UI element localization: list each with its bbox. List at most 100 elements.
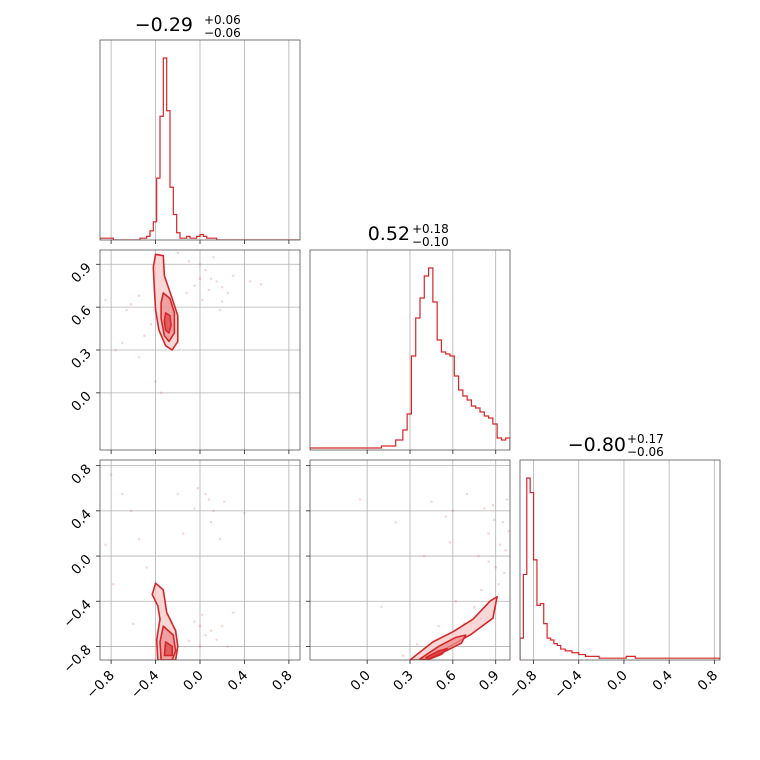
scatter-point-p1-p2-15 [198,277,202,280]
scatter-point-p1-p2-26 [137,355,141,359]
ytick-label-p3-2: 0.0 [68,552,95,579]
scatter-point-p1-p2-27 [159,391,163,395]
scatter-point-p2-p3-23 [477,554,480,558]
titles-group: −0.29 +0.06 −0.06 0.52 +0.18 −0.10 −0.80… [135,13,664,459]
ytick-label-p3-0: −0.8 [60,642,94,676]
scatter-point-p1-p3-25 [243,511,246,515]
hist-panel-p2-plot-area [310,250,510,450]
xtick-label-p3-0: −0.8 [506,668,540,702]
scatter-point-p2-p3-21 [502,571,506,575]
scatter-point-p1-p3-14 [220,624,224,628]
ytick-label-p3-1: −0.4 [60,597,94,631]
2d-panel-p1-p2: 0.0 0.3 0.6 0.9 [68,249,301,454]
scatter-point-p1-p3-0 [109,473,113,476]
title-p2-median: 0.52 [368,223,410,245]
scatter-point-p1-p2-7 [125,308,128,312]
hist-panel-p3-plot-area [520,460,720,660]
xtick-label-p2-3: 0.9 [476,668,503,695]
scatter-point-p1-p3-16 [207,498,211,501]
scatter-point-p2-p3-12 [430,500,433,504]
scatter-point-p1-p3-22 [232,611,235,614]
xtick-label-p3-2: 0.0 [604,668,631,695]
scatter-point-p1-p2-12 [220,285,224,289]
scatter-point-p2-p3-8 [472,605,476,609]
scatter-point-p1-p3-29 [176,492,180,496]
xtick-label-p1-0: −0.8 [83,668,117,702]
scatter-point-p1-p2-0 [137,294,141,298]
xtick-label-p2-2: 0.6 [433,668,460,695]
scatter-point-p1-p3-9 [204,633,207,637]
2d-panel-p1-p2-plot-area [100,250,300,450]
scatter-point-p1-p3-10 [209,629,213,632]
ytick-label-p2-2: 0.6 [68,303,95,330]
histogram-p3 [520,477,720,660]
scatter-point-p1-p2-13 [226,291,230,295]
hist-panel-p3: −0.8 −0.4 0.0 0.4 0.8 [506,459,721,702]
scatter-point-p2-p3-15 [415,642,419,646]
scatter-point-p1-p3-24 [198,645,202,648]
2d-panel-p1-p3: −0.8 −0.4 0.0 0.4 0.8 −0.8 −0.4 0.0 0.4 0.8 [60,459,301,702]
scatter-point-p1-p2-18 [187,260,191,263]
2d-panel-p1-p3-plot-area [100,460,300,660]
xtick-label-p2-0: 0.0 [347,668,374,695]
hist-frame-p3 [519,459,721,661]
scatter-point-p1-p2-10 [209,277,213,280]
scatter-point-p1-p2-1 [129,302,133,306]
title-p1-minus: −0.06 [204,26,241,40]
scatter-point-p1-p3-15 [226,645,230,648]
scatter-point-p1-p3-11 [215,638,218,641]
histogram-p2 [310,267,510,450]
scatter-point-p2-p3-26 [507,529,510,533]
scatter-point-p1-p3-13 [200,613,204,617]
scatter-point-p1-p2-16 [193,284,196,288]
title-p2-minus: −0.10 [412,235,449,249]
hist-panel-p2 [309,249,511,454]
scatter-point-p1-p2-8 [198,262,202,266]
scatter-point-p1-p3-23 [187,639,191,643]
contour-outer-p2-p3 [409,595,498,660]
scatter-point-p2-p3-2 [501,520,505,524]
histogram-p1 [100,57,300,240]
scatter-point-p1-p3-5 [104,543,107,547]
scatter-point-p1-p3-3 [137,537,141,541]
title-p1-plus: +0.06 [204,13,241,27]
scatter-point-p2-p3-6 [497,582,500,586]
scatter-point-p1-p3-6 [112,582,115,586]
panels-group: −0.8 −0.4 0.0 0.4 0.80.00.30.60.9−0.8 −0.4 0.0… [60,39,721,702]
scatter-point-p1-p2-6 [104,298,107,302]
xtick-label-p1-1: −0.4 [128,668,162,702]
scatter-point-p1-p2-19 [220,300,224,303]
scatter-point-p1-p2-3 [143,334,146,338]
title-p3-minus: −0.06 [627,445,664,459]
scatter-point-p2-p3-4 [491,503,495,507]
scatter-point-p1-p2-22 [218,308,222,312]
scatter-point-p1-p2-23 [185,291,188,295]
scatter-point-p1-p2-14 [207,288,211,292]
scatter-point-p2-p3-20 [487,560,490,563]
scatter-point-p1-p2-28 [259,282,263,286]
scatter-point-p1-p3-28 [223,500,226,504]
scatter-point-p2-p3-24 [492,518,496,522]
scatter-point-p1-p3-18 [209,520,213,524]
scatter-point-p2-p3-11 [444,515,448,518]
scatter-point-p2-p3-19 [394,520,398,524]
scatter-point-p1-p2-24 [200,298,204,302]
ytick-label-p2-3: 0.9 [68,260,95,287]
ytick-label-p3-4: 0.8 [68,461,95,488]
scatter-point-p1-p2-25 [154,380,157,383]
ytick-label-p2-1: 0.3 [68,346,95,373]
scatter-point-p1-p2-20 [232,274,235,278]
scatter-point-p2-p3-14 [505,498,509,501]
contour-inner-p1-p3 [163,641,173,657]
scatter-point-p1-p2-2 [149,322,153,326]
scatter-point-p2-p3-28 [448,541,452,544]
scatter-point-p1-p2-21 [248,280,252,283]
scatter-point-p1-p3-4 [145,566,148,569]
scatter-point-p1-p3-8 [198,624,202,628]
scatter-point-p2-p3-17 [380,605,383,609]
contour-inner-p1-p2 [163,312,172,334]
xtick-label-p1-4: 0.8 [269,668,296,695]
title-p2-plus: +0.18 [412,222,449,236]
scatter-point-p1-p2-11 [215,280,218,283]
scatter-point-p1-p3-20 [204,492,207,496]
